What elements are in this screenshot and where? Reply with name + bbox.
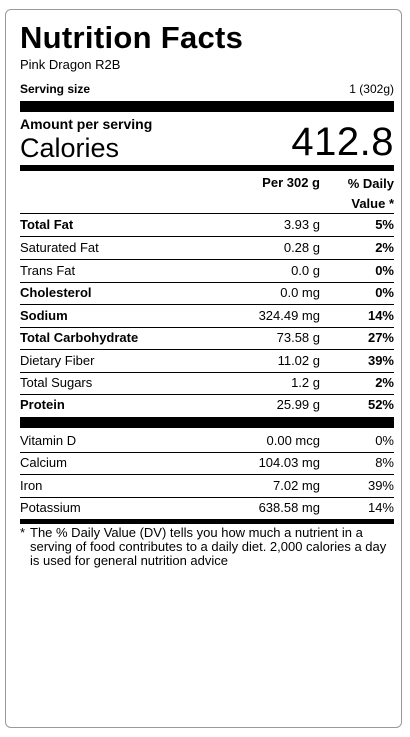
row-divider (20, 282, 394, 283)
medium-divider (20, 519, 394, 524)
calories-label: Calories (20, 133, 120, 163)
nutrient-amount: 11.02 g (277, 353, 320, 368)
nutrient-dv: 14% (367, 308, 394, 323)
footnote-text: The % Daily Value (DV) tells you how muc… (30, 525, 387, 568)
micronutrient-dv: 39% (367, 478, 394, 493)
micronutrient-name: Calcium (20, 455, 67, 470)
micronutrient-row-potassium: Potassium 638.58 mg 14% (20, 497, 394, 519)
nutrient-amount: 1.2 g (291, 375, 320, 390)
micronutrient-amount: 7.02 mg (273, 478, 320, 493)
row-divider (20, 327, 394, 328)
daily-value-header-line1: % Daily (347, 176, 394, 191)
row-divider (20, 236, 394, 237)
nutrient-amount: 0.0 g (291, 263, 320, 278)
product-name: Pink Dragon R2B (20, 57, 121, 72)
amount-per-serving-label: Amount per serving (20, 116, 153, 132)
micronutrient-dv: 0% (375, 433, 394, 448)
micronutrient-row-vitamin-d: Vitamin D 0.00 mcg 0% (20, 430, 394, 452)
daily-value-header: % Daily Value * (348, 174, 394, 214)
nutrient-amount: 324.49 mg (258, 308, 320, 323)
row-divider (20, 394, 394, 395)
nutrient-dv: 52% (367, 397, 394, 412)
nutrient-dv: 39% (367, 353, 394, 368)
nutrient-name: Dietary Fiber (20, 353, 95, 368)
nutrient-name: Total Sugars (20, 375, 93, 390)
nutrient-row-trans-fat: Trans Fat 0.0 g 0% (20, 260, 394, 282)
micronutrient-amount: 638.58 mg (258, 500, 320, 515)
nutrient-amount: 0.0 mg (280, 285, 320, 300)
micronutrient-dv: 14% (367, 500, 394, 515)
nutrient-name: Trans Fat (20, 263, 76, 278)
nutrient-dv: 2% (375, 375, 394, 390)
nutrition-label: Nutrition Facts Pink Dragon R2B Serving … (5, 9, 402, 728)
micronutrient-row-iron: Iron 7.02 mg 39% (20, 475, 394, 497)
nutrient-row-sodium: Sodium 324.49 mg 14% (20, 305, 394, 327)
serving-size-value: 1 (302g) (349, 82, 394, 96)
nutrient-amount: 73.58 g (276, 330, 320, 345)
row-divider (20, 474, 394, 475)
medium-divider (20, 165, 394, 171)
thick-divider (20, 101, 394, 112)
row-divider (20, 304, 394, 305)
micronutrient-name: Vitamin D (20, 433, 77, 448)
nutrient-name: Saturated Fat (20, 240, 99, 255)
nutrient-amount: 3.93 g (283, 217, 320, 232)
micronutrient-amount: 104.03 mg (258, 455, 320, 470)
nutrient-dv: 2% (375, 240, 394, 255)
calories-value: 412.8 (291, 120, 394, 164)
nutrient-dv: 27% (367, 330, 394, 345)
nutrient-dv: 0% (375, 285, 394, 300)
micronutrient-name: Potassium (20, 500, 81, 515)
nutrient-dv: 0% (375, 263, 394, 278)
thick-divider (20, 417, 394, 428)
nutrient-name: Total Carbohydrate (20, 330, 139, 345)
micronutrient-row-calcium: Calcium 104.03 mg 8% (20, 452, 394, 474)
row-divider (20, 452, 394, 453)
nutrient-row-cholesterol: Cholesterol 0.0 mg 0% (20, 282, 394, 304)
micronutrient-amount: 0.00 mcg (266, 433, 320, 448)
label-title: Nutrition Facts (20, 20, 244, 55)
nutrient-name: Sodium (20, 308, 68, 323)
row-divider (20, 372, 394, 373)
footnote-asterisk: * (20, 525, 26, 540)
header-divider (20, 213, 394, 214)
serving-size-label: Serving size (20, 82, 91, 96)
nutrient-name: Protein (20, 397, 65, 412)
micronutrient-name: Iron (20, 478, 43, 493)
row-divider (20, 259, 394, 260)
nutrient-row-saturated-fat: Saturated Fat 0.28 g 2% (20, 237, 394, 259)
nutrient-amount: 0.28 g (283, 240, 320, 255)
nutrient-row-total-fat: Total Fat 3.93 g 5% (20, 214, 394, 236)
nutrient-row-total-carbohydrate: Total Carbohydrate 73.58 g 27% (20, 327, 394, 349)
nutrient-row-dietary-fiber: Dietary Fiber 11.02 g 39% (20, 350, 394, 372)
micronutrient-dv: 8% (375, 455, 394, 470)
nutrient-amount: 25.99 g (276, 397, 320, 412)
per-serving-header: Per 302 g (262, 175, 320, 190)
nutrient-dv: 5% (375, 217, 394, 232)
row-divider (20, 497, 394, 498)
nutrient-name: Total Fat (20, 217, 74, 232)
row-divider (20, 349, 394, 350)
nutrient-row-total-sugars: Total Sugars 1.2 g 2% (20, 372, 394, 394)
nutrient-row-protein: Protein 25.99 g 52% (20, 394, 394, 416)
nutrient-name: Cholesterol (20, 285, 92, 300)
daily-value-header-line2: Value * (351, 196, 394, 211)
